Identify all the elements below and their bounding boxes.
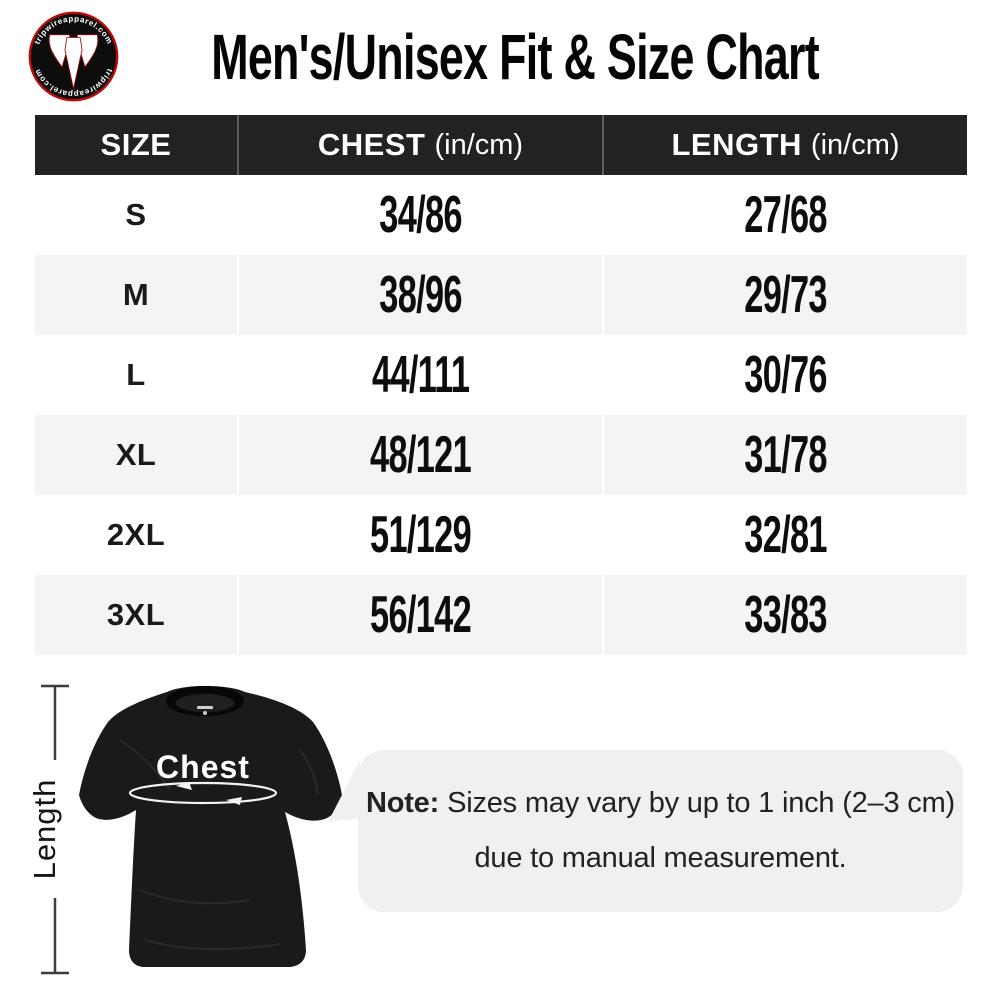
- length-value: 31/78: [602, 415, 967, 495]
- table-row: L 44/111 30/76: [35, 335, 967, 415]
- collar-inner: [174, 692, 236, 714]
- size-value: 2XL: [35, 495, 237, 575]
- length-label: Length: [27, 779, 62, 880]
- size-value: S: [35, 175, 237, 255]
- chest-value: 56/142: [237, 575, 602, 655]
- table-row: 3XL 56/142 33/83: [35, 575, 967, 655]
- chest-value: 51/129: [237, 495, 602, 575]
- note-line2: due to manual measurement.: [474, 842, 847, 874]
- table-row: 2XL 51/129 32/81: [35, 495, 967, 575]
- table-body: S 34/86 27/68 M 38/96 29/73 L 44/111 30/…: [35, 175, 967, 655]
- tripwire-emblem-icon: [48, 34, 99, 89]
- arrow-right-icon: [176, 782, 192, 790]
- size-table: SIZE CHEST (in/cm) LENGTH (in/cm) S 34/86 …: [35, 115, 967, 655]
- table-row: S 34/86 27/68: [35, 175, 967, 255]
- note-bubble-tail: [328, 760, 360, 822]
- chest-value: 44/111: [237, 335, 602, 415]
- length-measure-line: [41, 684, 69, 975]
- chest-label: Chest: [156, 749, 250, 785]
- chest-measure-ellipse: [128, 781, 278, 805]
- length-value: 29/73: [602, 255, 967, 335]
- table-row: XL 48/121 31/78: [35, 415, 967, 495]
- tshirt-graphic: Chest: [79, 686, 342, 967]
- header-length: LENGTH (in/cm): [602, 115, 967, 175]
- length-value: 32/81: [602, 495, 967, 575]
- tshirt-measure-diagram: Length Chest: [27, 684, 342, 975]
- size-value: 3XL: [35, 575, 237, 655]
- chest-value: 48/121: [237, 415, 602, 495]
- arrow-left-icon: [226, 797, 242, 805]
- size-value: M: [35, 255, 237, 335]
- page-title: Men's/Unisex Fit & Size Chart: [211, 21, 819, 93]
- note-bubble: Note: Sizes may vary by up to 1 inch (2–3…: [358, 750, 963, 912]
- header-chest: CHEST (in/cm): [237, 115, 602, 175]
- chest-value: 34/86: [237, 175, 602, 255]
- note-label: Note:: [365, 787, 440, 819]
- chest-value: 38/96: [237, 255, 602, 335]
- brand-logo: tripwireapparel.com tripwireapparel.com: [28, 11, 119, 102]
- table-header-row: SIZE CHEST (in/cm) LENGTH (in/cm): [35, 115, 967, 175]
- collar-label: [197, 706, 213, 715]
- length-value: 33/83: [602, 575, 967, 655]
- size-value: L: [35, 335, 237, 415]
- length-value: 27/68: [602, 175, 967, 255]
- logo-ring: [28, 11, 119, 102]
- note-line1: Note: Sizes may vary by up to 1 inch (2–3…: [365, 787, 956, 819]
- table-row: M 38/96 29/73: [35, 255, 967, 335]
- header-size: SIZE: [35, 115, 237, 175]
- length-value: 30/76: [602, 335, 967, 415]
- size-value: XL: [35, 415, 237, 495]
